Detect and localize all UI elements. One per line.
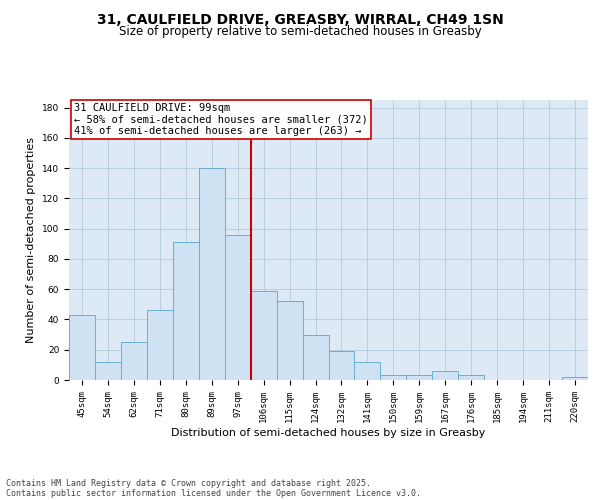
Bar [147, 310, 173, 380]
Text: Size of property relative to semi-detached houses in Greasby: Size of property relative to semi-detach… [119, 25, 481, 38]
Bar [225, 234, 251, 380]
Bar [433, 371, 458, 380]
Bar [329, 351, 355, 380]
Bar [562, 377, 588, 380]
Bar [355, 362, 380, 380]
Text: 31, CAULFIELD DRIVE, GREASBY, WIRRAL, CH49 1SN: 31, CAULFIELD DRIVE, GREASBY, WIRRAL, CH… [97, 12, 503, 26]
Text: 31 CAULFIELD DRIVE: 99sqm
← 58% of semi-detached houses are smaller (372)
41% of: 31 CAULFIELD DRIVE: 99sqm ← 58% of semi-… [74, 103, 368, 136]
Y-axis label: Number of semi-detached properties: Number of semi-detached properties [26, 137, 37, 343]
Bar [121, 342, 147, 380]
Bar [199, 168, 224, 380]
Bar [277, 302, 302, 380]
Text: Contains public sector information licensed under the Open Government Licence v3: Contains public sector information licen… [6, 488, 421, 498]
Text: Contains HM Land Registry data © Crown copyright and database right 2025.: Contains HM Land Registry data © Crown c… [6, 478, 371, 488]
Bar [251, 290, 277, 380]
Bar [302, 334, 329, 380]
Bar [458, 376, 484, 380]
Bar [69, 315, 95, 380]
X-axis label: Distribution of semi-detached houses by size in Greasby: Distribution of semi-detached houses by … [172, 428, 485, 438]
Bar [95, 362, 121, 380]
Bar [173, 242, 199, 380]
Bar [380, 376, 406, 380]
Bar [406, 376, 432, 380]
